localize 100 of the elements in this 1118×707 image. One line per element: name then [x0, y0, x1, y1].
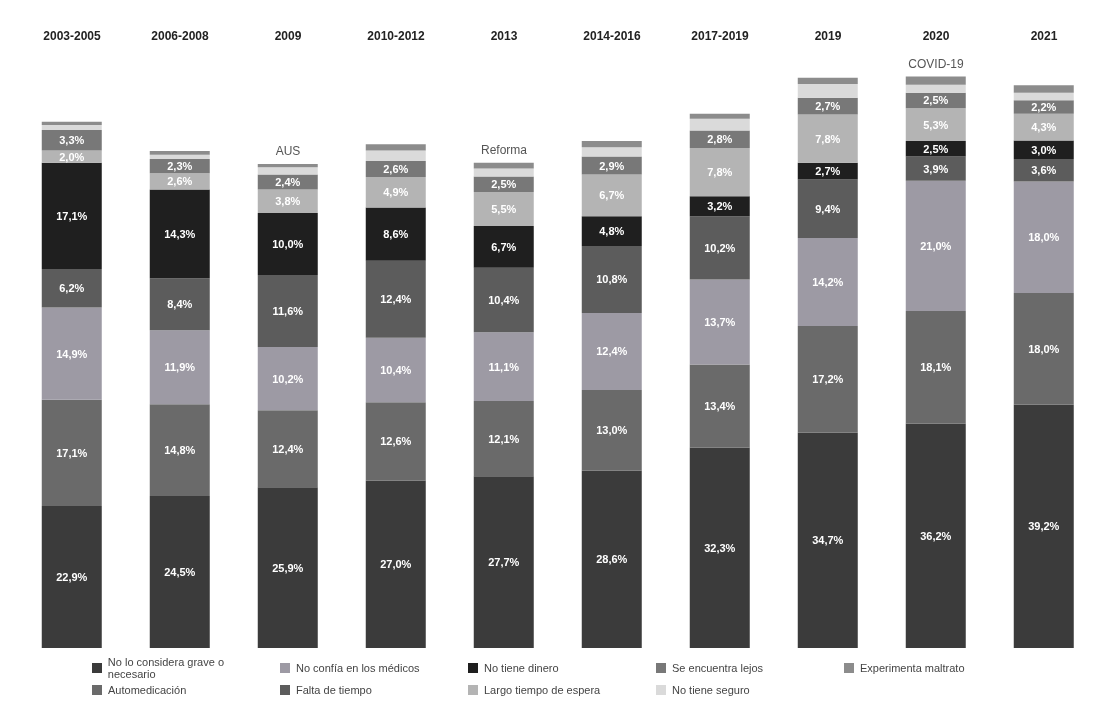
- bar: [689, 447, 750, 648]
- bar: [149, 404, 210, 496]
- x-tick-label: 2014-2016: [583, 29, 642, 43]
- bar: [797, 237, 858, 326]
- data-label: 14,2%: [812, 275, 844, 288]
- data-label: 12,6%: [380, 435, 412, 448]
- bar: [689, 113, 750, 119]
- data-label: 2,5%: [923, 142, 949, 155]
- legend-label: No tiene dinero: [484, 662, 559, 674]
- data-label: 6,2%: [59, 282, 85, 295]
- data-label: 25,9%: [272, 561, 304, 574]
- bar: [41, 121, 102, 125]
- data-label: 10,2%: [272, 372, 304, 385]
- data-label: 12,4%: [272, 442, 304, 455]
- bar: [905, 76, 966, 85]
- data-label: 11,9%: [164, 361, 196, 374]
- bar: [1013, 404, 1074, 648]
- bar: [473, 476, 534, 648]
- data-label: 12,4%: [380, 293, 412, 306]
- bar: [581, 147, 642, 157]
- bar: [365, 402, 426, 481]
- bar: [473, 191, 534, 227]
- bar: [581, 216, 642, 246]
- bar: [149, 154, 210, 160]
- data-label: 10,2%: [704, 241, 736, 254]
- data-label: 2,6%: [383, 163, 409, 176]
- bar: [473, 162, 534, 169]
- x-tick-label: 2020: [922, 29, 950, 43]
- data-label: 2,8%: [707, 133, 733, 146]
- data-label: 17,2%: [812, 373, 844, 386]
- bar: [797, 114, 858, 163]
- bar: [41, 399, 102, 506]
- data-label: 7,8%: [815, 132, 841, 145]
- data-label: 4,8%: [599, 225, 625, 238]
- data-label: 6,7%: [599, 189, 625, 202]
- bar: [689, 147, 750, 197]
- data-label: 7,8%: [707, 166, 733, 179]
- data-label: 12,4%: [596, 345, 628, 358]
- data-label: 18,0%: [1028, 231, 1060, 244]
- bar: [473, 226, 534, 268]
- data-label: 11,1%: [488, 360, 520, 373]
- data-label: 2,5%: [923, 94, 949, 107]
- bar: [257, 347, 318, 411]
- bar: [581, 389, 642, 471]
- bar: [257, 167, 318, 175]
- x-tick-label: 2009: [274, 29, 302, 43]
- bar: [797, 179, 858, 238]
- data-label: 5,3%: [923, 118, 949, 131]
- data-label: 36,2%: [920, 529, 952, 542]
- bar: [473, 401, 534, 477]
- data-label: 17,1%: [56, 209, 88, 222]
- x-tick-label: 2006-2008: [151, 29, 210, 43]
- bar: [473, 267, 534, 333]
- bar: [581, 174, 642, 217]
- data-label: 12,1%: [488, 432, 520, 445]
- bar: [41, 307, 102, 400]
- bar: [473, 168, 534, 177]
- bar: [905, 311, 966, 424]
- data-label: 18,0%: [1028, 342, 1060, 355]
- x-tick-label: 2013: [490, 29, 518, 43]
- legend-label: No lo considera grave o necesario: [107, 656, 225, 680]
- bar: [365, 480, 426, 648]
- bar: [41, 505, 102, 648]
- bar: [689, 118, 750, 131]
- data-label: 18,1%: [920, 361, 952, 374]
- bar: [365, 207, 426, 261]
- data-label: 11,6%: [272, 305, 304, 318]
- bar: [581, 470, 642, 648]
- x-tick-label: 2003-2005: [43, 29, 102, 43]
- bar: [1013, 293, 1074, 405]
- bar: [581, 312, 642, 390]
- data-label: 28,6%: [596, 553, 628, 566]
- data-label: 27,0%: [380, 558, 412, 571]
- x-tick-label: 2019: [814, 29, 842, 43]
- data-label: 8,4%: [167, 298, 193, 311]
- bar: [41, 268, 102, 308]
- bar: [1013, 85, 1074, 93]
- data-label: 2,2%: [1031, 100, 1057, 113]
- data-label: 2,5%: [491, 178, 517, 191]
- data-label: 6,7%: [491, 240, 517, 253]
- annotation: Reforma: [480, 142, 528, 157]
- data-label: 39,2%: [1028, 520, 1060, 533]
- bar: [365, 337, 426, 403]
- data-label: 2,7%: [815, 100, 841, 113]
- data-label: 10,4%: [488, 293, 520, 306]
- bar: [257, 213, 318, 276]
- legend-label: Largo tiempo de espera: [484, 684, 601, 696]
- data-label: 13,0%: [596, 424, 628, 437]
- bar: [149, 330, 210, 405]
- x-tick-label: 2021: [1030, 29, 1058, 43]
- data-label: 32,3%: [704, 541, 736, 554]
- data-label: 2,9%: [599, 159, 625, 172]
- bar: [1013, 92, 1074, 101]
- bar: [473, 332, 534, 402]
- legend-label: Falta de tiempo: [296, 684, 372, 696]
- bar: [905, 423, 966, 648]
- bar: [905, 84, 966, 93]
- data-label: 14,9%: [56, 347, 88, 360]
- legend-label: Experimenta maltrato: [860, 662, 965, 674]
- data-label: 10,4%: [380, 364, 412, 377]
